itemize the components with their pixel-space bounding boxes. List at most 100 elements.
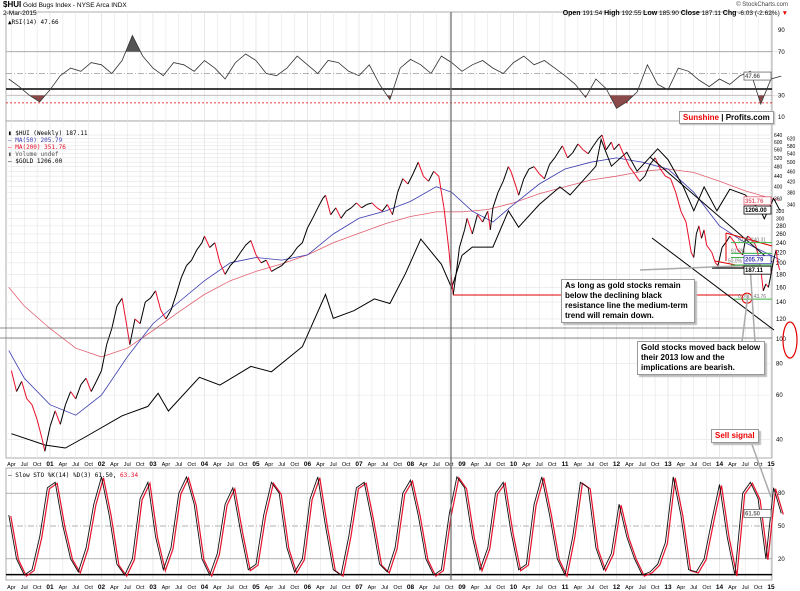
date-tick-label: Oct [342, 585, 351, 591]
price-segment [240, 244, 247, 253]
price-segment [391, 192, 399, 215]
rsi-tick-label: 90 [778, 28, 785, 34]
date-tick-label: Oct [651, 585, 660, 591]
price-tick-label: 300 [776, 216, 785, 222]
price-segment [59, 404, 66, 425]
price-segment [440, 192, 445, 208]
price-segment [116, 297, 123, 307]
price-segment [281, 259, 288, 266]
resistance-line [649, 156, 773, 263]
price-segment [271, 268, 277, 272]
price-segment [417, 161, 424, 177]
price-segment [402, 178, 409, 185]
sto-value-tag: 61.50 [745, 511, 761, 517]
price-segment [502, 166, 509, 182]
price-segment [317, 198, 324, 209]
rsi-legend-text: RSI(14) 47.66 [11, 19, 59, 26]
price-segment [80, 377, 87, 385]
legend-ma50-text: MA(50) 205.79 [15, 137, 63, 144]
date-tick-label: 01 [46, 461, 54, 468]
callout-pointer-sell [749, 438, 772, 498]
date-tick-label: 02 [98, 584, 106, 591]
date-tick-label: Apr [110, 585, 119, 591]
price-tick-label: 220 [776, 250, 787, 256]
100-level-ellipse [782, 321, 798, 359]
price-tick-label: 520 [774, 156, 783, 162]
date-tick-label: Apr [7, 585, 16, 591]
date-tick-label: Oct [393, 462, 402, 468]
date-tick-label: 14 [716, 584, 724, 591]
price-segment [433, 170, 440, 177]
sunshine-profits-logo: Sunshine | Profits.com [679, 111, 774, 124]
fib-label: 50.0% [728, 258, 743, 264]
date-tick-label: Apr [728, 585, 737, 591]
price-segment [644, 164, 651, 177]
price-segment [386, 204, 393, 215]
price-segment [330, 207, 337, 215]
price-segment [518, 178, 525, 196]
price-segment [700, 229, 705, 239]
date-tick-label: Jul [72, 462, 79, 468]
date-tick-label: Jul [381, 585, 388, 591]
price-tick-label: 100 [776, 337, 787, 343]
price-tick-label: 420 [787, 179, 796, 185]
price-segment [301, 227, 308, 243]
date-tick-label: Jul [536, 585, 543, 591]
logo-part1: Sunshine [683, 113, 720, 122]
date-tick-label: Jul [381, 462, 388, 468]
chg-value: -6.03 (-2.62%) [738, 10, 780, 17]
date-tick-label: 11 [562, 584, 569, 591]
price-segment [464, 218, 468, 230]
price-segment [376, 207, 383, 212]
date-tick-label: 10 [510, 461, 518, 468]
low-value: 185.90 [658, 10, 679, 17]
date-tick-label: 14 [716, 461, 724, 468]
date-tick-label: 05 [252, 584, 260, 591]
price-segment [36, 419, 43, 440]
date-tick-label: Apr [59, 585, 68, 591]
price-segment [49, 410, 56, 427]
price-value-tag: 187.11 [745, 268, 764, 274]
date-tick-label: Jul [278, 462, 285, 468]
price-segment [345, 207, 352, 212]
price-tick-label: 540 [787, 152, 796, 158]
date-tick-label: Jul [72, 585, 79, 591]
price-segment [155, 290, 162, 311]
date-tick-label: Apr [522, 585, 531, 591]
price-segment [322, 194, 326, 199]
index-name: Gold Bugs Index - NYSE Arca INDX [23, 2, 127, 9]
price-segment [492, 192, 499, 208]
date-tick-label: Apr [677, 462, 686, 468]
price-segment [451, 280, 454, 295]
price-tick-label: 240 [776, 241, 787, 247]
rsi-tick-label: 70 [778, 50, 785, 56]
date-tick-label: Jul [639, 462, 646, 468]
price-segment [214, 242, 221, 263]
price-segment [477, 214, 484, 223]
date-tick-label: Oct [136, 585, 145, 591]
price-segment [54, 410, 61, 425]
price-segment [695, 225, 700, 235]
date-tick-label: Apr [162, 462, 171, 468]
date-tick-label: Oct [754, 585, 763, 591]
price-segment [559, 145, 563, 150]
annotation-2013-low: Gold stocks moved back below their 2013 … [637, 341, 765, 375]
date-tick-label: Oct [702, 462, 711, 468]
price-segment [21, 381, 28, 399]
date-tick-label: Oct [84, 585, 93, 591]
date-tick-label: Oct [496, 585, 505, 591]
legend-volume: ▮ Volume undef [8, 151, 59, 158]
high-value: 192.55 [621, 10, 642, 17]
price-segment [224, 265, 231, 275]
date-tick-label: Apr [728, 462, 737, 468]
price-segment [458, 229, 466, 248]
date-tick-label: Jul [690, 462, 697, 468]
date-tick-label: Jul [175, 462, 182, 468]
price-tick-label: 160 [776, 285, 787, 291]
gold-value-tag-box [743, 205, 772, 215]
price-segment [775, 249, 779, 263]
price-segment [698, 225, 702, 239]
date-tick-label: 08 [407, 584, 415, 591]
date-tick-label: 07 [355, 584, 363, 591]
price-tick-label: 340 [787, 203, 796, 209]
